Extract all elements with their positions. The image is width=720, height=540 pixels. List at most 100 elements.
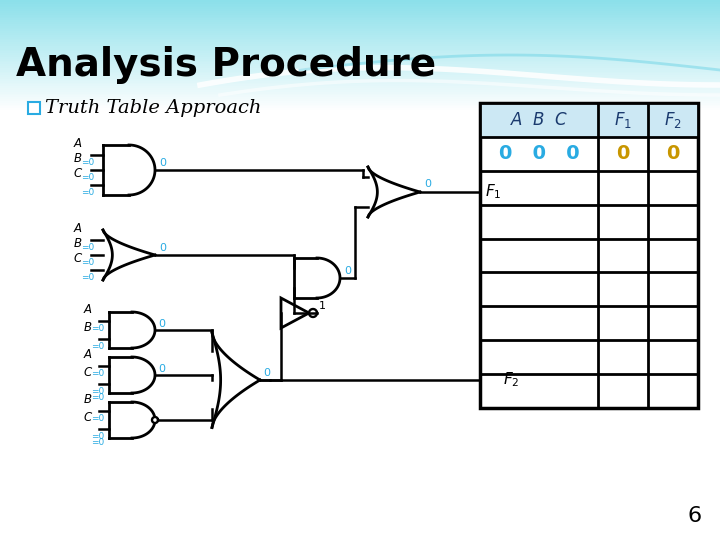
Text: =0: =0 [81, 188, 94, 197]
Text: 0: 0 [263, 368, 270, 378]
Text: $\it{B}$: $\it{B}$ [73, 237, 82, 250]
Bar [0, 4, 720, 6]
Text: =0: =0 [91, 324, 104, 333]
Bar [0, 86, 720, 89]
Text: Analysis Procedure: Analysis Procedure [16, 46, 436, 84]
Bar [0, 92, 720, 94]
Bar [0, 24, 720, 26]
Text: 0: 0 [424, 179, 431, 189]
Bar [0, 51, 720, 53]
Bar [0, 64, 720, 66]
Text: 0: 0 [158, 319, 165, 329]
Bar [0, 101, 720, 103]
Text: $\it{F_2}$: $\it{F_2}$ [503, 370, 519, 389]
Text: $\it{A}$  $\it{B}$  $\it{C}$: $\it{A}$ $\it{B}$ $\it{C}$ [510, 111, 568, 129]
Bar [0, 79, 720, 81]
Bar [0, 83, 720, 85]
Text: $\it{B}$: $\it{B}$ [73, 152, 82, 165]
Text: $\it{B}$: $\it{B}$ [83, 393, 92, 406]
Bar [0, 108, 720, 111]
Bar [0, 68, 720, 70]
Bar [0, 18, 720, 21]
Bar [0, 11, 720, 14]
Bar [0, 46, 720, 48]
Text: 0: 0 [666, 144, 680, 163]
Text: $\it{B}$: $\it{B}$ [83, 321, 92, 334]
Bar [0, 75, 720, 78]
Text: $\it{C}$: $\it{C}$ [83, 366, 93, 379]
Text: =0: =0 [91, 369, 104, 378]
Text: =0: =0 [91, 387, 104, 396]
Bar [0, 60, 720, 63]
Bar [0, 93, 720, 96]
Bar [0, 105, 720, 107]
Text: $\it{C}$: $\it{C}$ [73, 167, 84, 180]
Bar [0, 31, 720, 33]
Bar [480, 103, 698, 137]
Bar [0, 35, 720, 37]
Bar [0, 103, 720, 105]
Text: 0: 0 [159, 158, 166, 168]
Bar [0, 106, 720, 109]
Text: 0: 0 [158, 364, 165, 374]
Bar [0, 80, 720, 83]
Bar [0, 71, 720, 74]
Polygon shape [281, 298, 309, 328]
Bar [0, 70, 720, 72]
Bar [0, 40, 720, 43]
Bar [0, 22, 720, 24]
Text: =0: =0 [81, 258, 94, 267]
Bar [0, 44, 720, 46]
Bar [0, 13, 720, 15]
Bar [0, 73, 720, 76]
Bar [0, 53, 720, 56]
Bar [0, 90, 720, 92]
Text: $\it{C}$: $\it{C}$ [83, 411, 93, 424]
Text: =0: =0 [81, 244, 94, 252]
Bar [0, 57, 720, 59]
Bar [0, 62, 720, 65]
Text: =0: =0 [91, 414, 104, 423]
Bar [0, 26, 720, 28]
Polygon shape [152, 417, 158, 423]
Bar [0, 37, 720, 39]
Bar [0, 8, 720, 10]
Text: $\it{C}$: $\it{C}$ [73, 252, 84, 265]
Bar [0, 9, 720, 11]
Bar [0, 88, 720, 90]
Bar [0, 99, 720, 102]
Polygon shape [309, 309, 317, 317]
Text: $\it{A}$: $\it{A}$ [73, 222, 83, 235]
Text: =0: =0 [81, 173, 94, 182]
Bar [0, 5, 720, 8]
Text: $\it{F_1}$: $\it{F_1}$ [485, 183, 502, 201]
Bar [480, 103, 698, 408]
Text: $\it{A}$: $\it{A}$ [83, 303, 93, 316]
Text: 0: 0 [616, 144, 630, 163]
Text: 1: 1 [319, 301, 326, 311]
Bar [28, 102, 40, 114]
Text: $\it{A}$: $\it{A}$ [73, 137, 83, 150]
Bar [0, 28, 720, 30]
Text: =0: =0 [91, 432, 104, 441]
Bar [0, 96, 720, 98]
Bar [0, 0, 720, 2]
Text: =0: =0 [91, 438, 104, 447]
Bar [0, 38, 720, 41]
Text: Truth Table Approach: Truth Table Approach [45, 99, 261, 117]
Text: 6: 6 [688, 506, 702, 526]
Text: =0: =0 [81, 273, 94, 282]
Bar [0, 29, 720, 32]
Bar [0, 84, 720, 86]
Bar [0, 2, 720, 4]
Bar [0, 48, 720, 50]
Bar [0, 50, 720, 52]
Text: =0: =0 [81, 158, 94, 167]
Bar [0, 17, 720, 19]
Bar [0, 20, 720, 23]
Text: $\it{A}$: $\it{A}$ [83, 348, 93, 361]
Bar [0, 97, 720, 99]
Text: 0: 0 [344, 266, 351, 276]
Text: $\it{F_2}$: $\it{F_2}$ [664, 110, 682, 130]
Bar [0, 66, 720, 69]
